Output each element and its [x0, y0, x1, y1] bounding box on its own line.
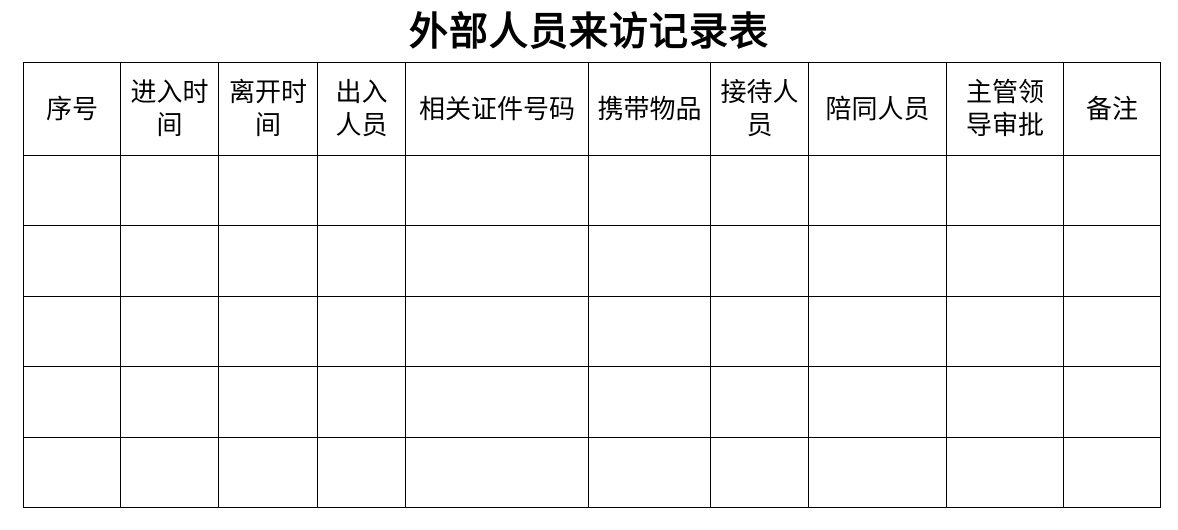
table-cell[interactable]: [1063, 154, 1161, 227]
table-cell[interactable]: [218, 366, 318, 438]
table-row: [23, 366, 1161, 438]
table-cell[interactable]: [710, 366, 809, 438]
table-cell[interactable]: [710, 154, 809, 227]
table-cell[interactable]: [946, 225, 1064, 297]
table-cell[interactable]: [1063, 436, 1161, 509]
table-cell[interactable]: [317, 154, 406, 227]
table-cell[interactable]: [946, 436, 1064, 509]
table-cell[interactable]: [23, 154, 121, 227]
header-cell-personnel: 出入 人员: [317, 62, 406, 156]
header-cell-carried-items: 携带物品: [588, 62, 711, 156]
table-cell[interactable]: [808, 366, 947, 438]
table-cell[interactable]: [1063, 225, 1161, 297]
table-cell[interactable]: [23, 436, 121, 509]
table-cell[interactable]: [405, 154, 589, 227]
table-cell[interactable]: [808, 295, 947, 368]
header-cell-leave-time: 离开时 间: [218, 62, 318, 156]
table-row: [23, 154, 1161, 227]
table-cell[interactable]: [317, 436, 406, 509]
table-cell[interactable]: [317, 225, 406, 297]
table-cell[interactable]: [588, 225, 711, 297]
table-cell[interactable]: [946, 295, 1064, 368]
header-cell-escort: 陪同人员: [808, 62, 947, 156]
table-cell[interactable]: [120, 154, 219, 227]
table-cell[interactable]: [710, 225, 809, 297]
table-cell[interactable]: [588, 154, 711, 227]
table-cell[interactable]: [23, 225, 121, 297]
table-cell[interactable]: [710, 436, 809, 509]
table-cell[interactable]: [218, 295, 318, 368]
visitor-record-table: 序号 进入时 间 离开时 间 出入 人员 相关证件号码 携带物品 接待人 员 陪…: [23, 62, 1161, 509]
header-row: 序号 进入时 间 离开时 间 出入 人员 相关证件号码 携带物品 接待人 员 陪…: [23, 62, 1161, 156]
table-cell[interactable]: [946, 366, 1064, 438]
table-cell[interactable]: [710, 295, 809, 368]
header-cell-remarks: 备注: [1063, 62, 1161, 156]
table-cell[interactable]: [218, 154, 318, 227]
table-cell[interactable]: [218, 436, 318, 509]
table-cell[interactable]: [808, 225, 947, 297]
table-cell[interactable]: [23, 366, 121, 438]
table-cell[interactable]: [808, 436, 947, 509]
table-cell[interactable]: [588, 366, 711, 438]
table-cell[interactable]: [1063, 295, 1161, 368]
table-row: [23, 295, 1161, 368]
table-cell[interactable]: [588, 295, 711, 368]
table-cell[interactable]: [23, 295, 121, 368]
header-cell-serial-number: 序号: [23, 62, 121, 156]
table-cell[interactable]: [808, 154, 947, 227]
header-cell-approval: 主管领 导审批: [946, 62, 1064, 156]
table-row: [23, 225, 1161, 297]
table-cell[interactable]: [405, 366, 589, 438]
table-cell[interactable]: [405, 295, 589, 368]
table-header: 序号 进入时 间 离开时 间 出入 人员 相关证件号码 携带物品 接待人 员 陪…: [23, 62, 1161, 156]
table-cell[interactable]: [120, 225, 219, 297]
table-cell[interactable]: [120, 436, 219, 509]
table-cell[interactable]: [120, 366, 219, 438]
table-row: [23, 436, 1161, 509]
table-cell[interactable]: [946, 154, 1064, 227]
table-cell[interactable]: [405, 225, 589, 297]
header-cell-receptionist: 接待人 员: [710, 62, 809, 156]
table-cell[interactable]: [317, 295, 406, 368]
table-cell[interactable]: [405, 436, 589, 509]
page-title: 外部人员来访记录表: [408, 11, 769, 54]
table-cell[interactable]: [218, 225, 318, 297]
table-cell[interactable]: [120, 295, 219, 368]
header-cell-entry-time: 进入时 间: [120, 62, 219, 156]
table-body: [23, 154, 1161, 509]
table-cell[interactable]: [1063, 366, 1161, 438]
header-cell-id-number: 相关证件号码: [405, 62, 589, 156]
table-cell[interactable]: [588, 436, 711, 509]
table-cell[interactable]: [317, 366, 406, 438]
